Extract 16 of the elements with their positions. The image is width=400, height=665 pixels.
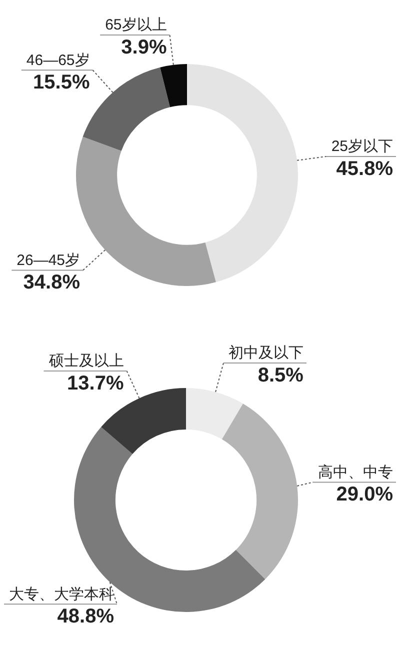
- data-label: 3.9%: [121, 36, 167, 59]
- slice-label: 大专、大学本科: [9, 586, 114, 603]
- data-label: 34.8%: [23, 272, 80, 294]
- data-label: 45.8%: [336, 158, 394, 180]
- slice-label: 65岁以上: [105, 16, 167, 34]
- slice-label: 46—65岁: [26, 52, 90, 69]
- data-label: 13.7%: [67, 372, 124, 394]
- data-label: 48.8%: [57, 606, 114, 628]
- slice-label: 26—45岁: [16, 252, 80, 269]
- data-label: 15.5%: [33, 72, 90, 94]
- data-label: 29.0%: [336, 484, 394, 506]
- data-label: 8.5%: [258, 364, 304, 387]
- slice-label: 高中、中专: [318, 464, 393, 481]
- slice-label: 初中及以下: [228, 344, 304, 362]
- slice-label: 硕士及以上: [48, 352, 124, 370]
- slice-label: 25岁以下: [331, 138, 393, 156]
